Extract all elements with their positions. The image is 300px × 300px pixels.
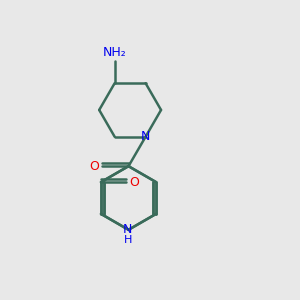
Text: NH₂: NH₂: [103, 46, 127, 59]
Text: N: N: [123, 223, 133, 236]
Text: O: O: [89, 160, 99, 173]
Text: O: O: [129, 176, 139, 189]
Text: N: N: [141, 130, 150, 143]
Text: H: H: [124, 235, 133, 244]
